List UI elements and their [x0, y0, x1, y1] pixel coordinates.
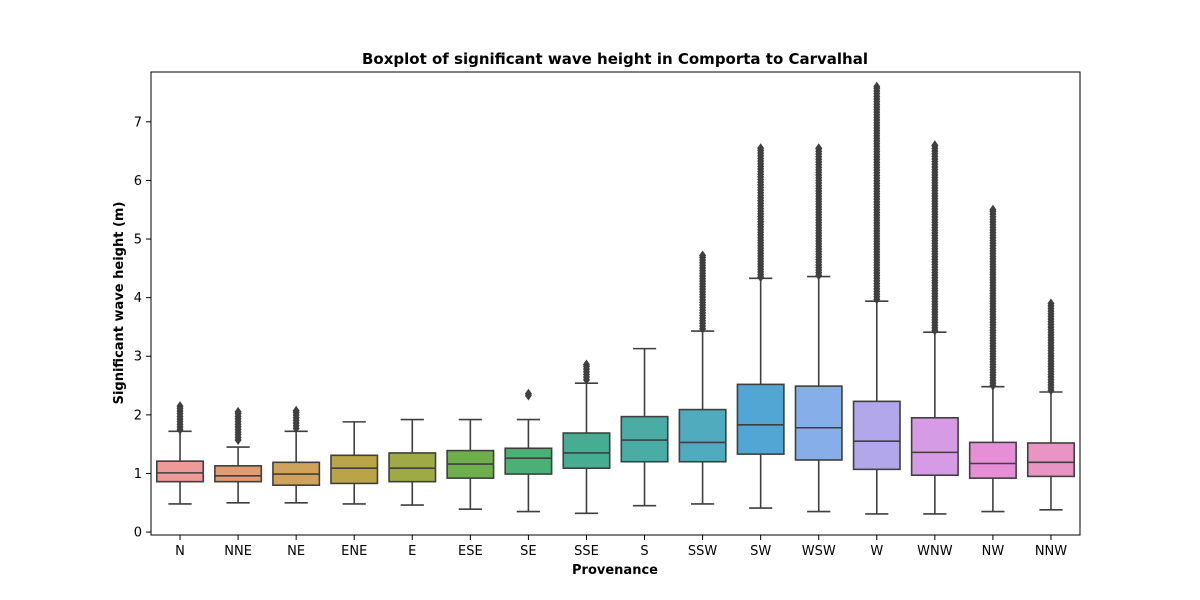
x-axis-title: Provenance: [572, 563, 658, 578]
box-group-w: [852, 81, 901, 515]
box-group-wsw: [794, 143, 843, 513]
box-group-nne: [214, 406, 263, 504]
x-tick-label: ENE: [341, 544, 367, 559]
outliers: [989, 204, 997, 391]
outlier-point: [1047, 298, 1055, 309]
box-group-sse: [562, 359, 611, 515]
x-tick-label: WNW: [917, 544, 953, 559]
x-tick-label: S: [640, 544, 648, 559]
x-tick-label: SSW: [688, 544, 718, 559]
x-tick-label: SE: [520, 544, 536, 559]
x-axis: N NNE NE ENE E ESE SE SSE S SSW SW WSW W WNW NW NNW: [175, 535, 1067, 559]
box-group-ne: [272, 405, 321, 504]
x-tick-label: WSW: [802, 544, 836, 559]
y-tick-label: 1: [134, 467, 142, 482]
x-tick-label: ESE: [458, 544, 483, 559]
box: [852, 400, 901, 471]
x-tick-label: SW: [750, 544, 771, 559]
y-axis: 0 1 2 3 4 5 6 7: [134, 115, 151, 541]
outliers: [234, 406, 242, 446]
outlier-point: [582, 359, 590, 370]
box: [968, 441, 1017, 479]
y-tick-label: 0: [134, 526, 142, 541]
box: [388, 452, 437, 483]
outliers: [1047, 298, 1055, 396]
outlier-point: [292, 405, 300, 416]
y-tick-label: 6: [134, 174, 142, 189]
box-group-nnw: [1026, 298, 1075, 511]
outliers: [582, 359, 590, 385]
box-group-s: [620, 347, 669, 507]
x-tick-label: NW: [982, 544, 1005, 559]
outliers: [757, 143, 765, 283]
box-group-sw: [736, 143, 785, 509]
box-group-wnw: [910, 140, 959, 515]
box-group-n: [156, 401, 205, 505]
box-group-ese: [446, 418, 495, 511]
box-group-nw: [968, 204, 1017, 513]
outliers: [931, 140, 939, 336]
y-tick-label: 3: [134, 350, 142, 365]
box-group-ene: [330, 421, 379, 505]
x-tick-label: NNE: [224, 544, 252, 559]
outlier-point: [989, 204, 997, 215]
outlier-point: [524, 388, 532, 399]
box: [156, 460, 205, 483]
outlier-point: [699, 250, 707, 261]
outliers: [699, 250, 707, 334]
box: [1026, 442, 1075, 478]
outliers: [176, 401, 184, 435]
box: [794, 385, 843, 461]
box: [910, 416, 959, 477]
box: [620, 415, 669, 463]
x-tick-label: W: [870, 544, 883, 559]
x-tick-label: E: [408, 544, 416, 559]
box: [678, 408, 727, 463]
outlier-point: [176, 401, 184, 412]
y-tick-label: 7: [134, 115, 142, 130]
box: [736, 383, 785, 455]
outliers: [815, 143, 823, 281]
box: [504, 447, 553, 475]
outliers: [524, 388, 532, 401]
y-tick-label: 2: [134, 408, 142, 423]
y-tick-label: 5: [134, 233, 142, 248]
outlier-point: [757, 143, 765, 154]
y-axis-title: Significant wave height (m): [112, 202, 127, 405]
x-tick-label: N: [175, 544, 185, 559]
outliers: [873, 81, 881, 305]
y-tick-label: 4: [134, 291, 142, 306]
outlier-point: [931, 140, 939, 151]
box: [562, 432, 611, 469]
box: [330, 454, 379, 485]
plot-frame: [150, 71, 1081, 536]
outliers: [292, 405, 300, 434]
boxes-layer: [156, 81, 1075, 515]
x-tick-label: SSE: [574, 544, 599, 559]
outlier-point: [815, 143, 823, 154]
x-tick-label: NNW: [1035, 544, 1067, 559]
box-group-e: [388, 418, 437, 506]
outlier-point: [873, 81, 881, 92]
chart-title: Boxplot of significant wave height in Co…: [362, 50, 868, 68]
box-group-ssw: [678, 250, 727, 505]
outlier-point: [234, 406, 242, 417]
box: [214, 465, 263, 483]
x-tick-label: NE: [287, 544, 305, 559]
box-group-se: [504, 388, 553, 513]
